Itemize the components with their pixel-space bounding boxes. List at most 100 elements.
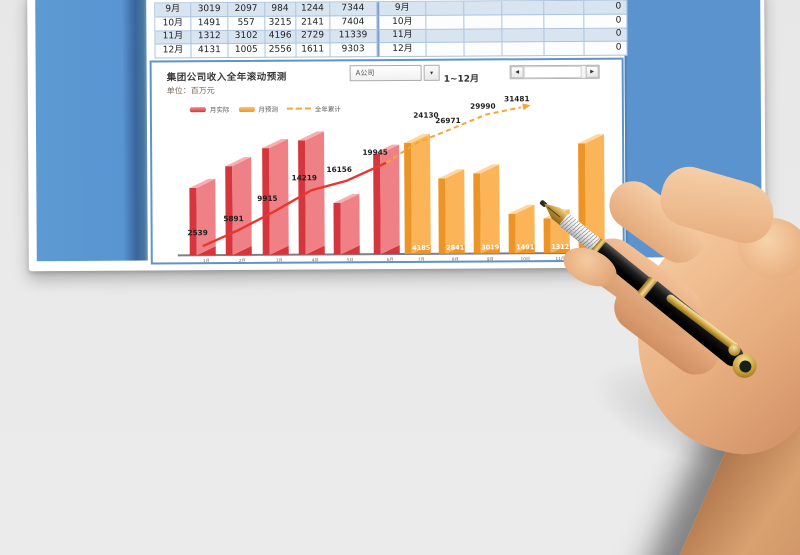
table-cell[interactable] xyxy=(464,15,503,30)
table-cell[interactable] xyxy=(502,1,545,16)
table-cell[interactable] xyxy=(464,42,503,57)
table-cell[interactable]: 9月 xyxy=(376,1,427,16)
legend-item-cumulative: 全年累计 xyxy=(286,103,341,114)
bar-value-label: 1312 xyxy=(551,243,569,251)
company-select-dropdown-button[interactable]: ▾ xyxy=(423,64,440,81)
table-cell[interactable] xyxy=(502,42,545,57)
table-cell[interactable]: 1005 xyxy=(228,44,266,59)
table-cell[interactable]: 0 xyxy=(584,0,628,15)
legend-label-cumulative: 全年累计 xyxy=(314,105,341,114)
table-cell[interactable]: 1491 xyxy=(191,16,229,31)
bar-top xyxy=(508,204,535,214)
x-tick-label: 3月 xyxy=(276,258,283,263)
bar-side xyxy=(333,203,341,255)
table-cell[interactable]: 9303 xyxy=(330,43,378,58)
bar-side xyxy=(373,153,381,255)
table-cell[interactable] xyxy=(464,28,503,43)
table-cell[interactable]: 2141 xyxy=(296,16,331,31)
table-cell[interactable]: 2556 xyxy=(265,43,297,58)
table-cell[interactable]: 1244 xyxy=(295,2,330,17)
table-cell[interactable] xyxy=(464,1,503,16)
cumulative-value-label: 29990 xyxy=(470,102,495,111)
bar-face xyxy=(305,131,325,255)
bar-value-label: 4131 xyxy=(586,243,605,251)
chart-canvas[interactable]: 4185 2841 3019 1491 1312 4131 1月 2月 3月 4月 5月 6月 7月 8月… xyxy=(152,60,623,263)
table-cell[interactable]: 557 xyxy=(228,16,266,31)
chevron-down-icon: ▾ xyxy=(430,69,434,77)
bar-top xyxy=(298,131,325,141)
table-cell[interactable]: 1611 xyxy=(296,43,331,58)
x-tick-label: 2月 xyxy=(239,258,246,263)
table-cell[interactable]: 2097 xyxy=(228,2,266,17)
x-tick-label: 9月 xyxy=(487,256,494,262)
cumulative-value-label: 26971 xyxy=(435,116,460,125)
table-cell[interactable]: 10月 xyxy=(155,17,192,31)
x-tick-label: 4月 xyxy=(312,257,319,262)
table-cell[interactable] xyxy=(426,15,465,30)
cumulative-value-label: 5891 xyxy=(223,214,243,223)
table-cell[interactable]: 984 xyxy=(264,2,297,17)
table-cell[interactable]: 0 xyxy=(584,28,628,43)
bar-top xyxy=(262,139,289,149)
table-cell[interactable] xyxy=(544,0,585,15)
table-cell[interactable]: 12月 xyxy=(377,43,427,58)
table-cell[interactable]: 4196 xyxy=(265,30,297,45)
table-cell[interactable] xyxy=(502,14,545,29)
bar-side xyxy=(404,143,412,254)
table-cell[interactable]: 4131 xyxy=(191,44,229,59)
table-cell[interactable]: 7404 xyxy=(329,15,377,30)
bar-top xyxy=(404,133,431,144)
table-cell[interactable]: 0 xyxy=(584,41,628,56)
table-cell[interactable] xyxy=(426,42,465,57)
bar-face xyxy=(480,164,500,254)
bar-bottom xyxy=(480,244,500,254)
bar-side xyxy=(578,143,586,253)
scrollbar-thumb[interactable] xyxy=(523,65,582,79)
chart-scrollbar[interactable]: ◀ ▶ xyxy=(509,64,600,80)
table-cell[interactable] xyxy=(544,42,585,57)
table-cell[interactable]: 11月 xyxy=(155,30,192,45)
x-tick-label: 11月 xyxy=(556,256,566,262)
cumulative-value-label: 24130 xyxy=(413,111,438,120)
table-cell[interactable]: 7344 xyxy=(329,2,377,17)
table-cell[interactable]: 1312 xyxy=(191,30,229,45)
table-cell[interactable] xyxy=(426,29,465,44)
table-cell[interactable]: 9月 xyxy=(155,3,192,18)
x-tick-label: 5月 xyxy=(347,257,354,262)
table-cell[interactable]: 11月 xyxy=(376,29,427,44)
table-cell[interactable]: 2729 xyxy=(296,29,331,44)
table-cell[interactable]: 11339 xyxy=(330,29,378,44)
bar-bottom xyxy=(380,244,400,255)
scroll-right-button[interactable]: ▶ xyxy=(585,65,599,78)
chart-area[interactable]: 4185 2841 3019 1491 1312 4131 1月 2月 3月 4月 5月 6月 7月 8月… xyxy=(149,57,625,265)
bar-face xyxy=(269,139,289,255)
scroll-left-button[interactable]: ◀ xyxy=(510,66,524,79)
table-cell[interactable] xyxy=(544,28,585,43)
bar-top xyxy=(578,134,605,144)
table-cell[interactable]: 3215 xyxy=(265,16,297,31)
bar-top xyxy=(333,193,360,204)
table-cell[interactable] xyxy=(544,14,585,29)
pen-tail-cap-center xyxy=(736,358,754,375)
bar-bottom xyxy=(445,244,465,254)
bar-face xyxy=(445,169,465,254)
chart-title: 集团公司收入全年滚动预测 xyxy=(166,71,287,84)
table-body: 9月 3019 2097 984 1244 7344 9月 0 10月 1491 557 3215 21… xyxy=(154,0,628,59)
table-cell[interactable]: 0 xyxy=(584,14,628,29)
table-cell[interactable]: 3102 xyxy=(228,30,266,45)
legend-item-actual: 月实际 xyxy=(189,104,229,114)
table-cell[interactable]: 12月 xyxy=(155,44,192,59)
table-cell[interactable] xyxy=(426,1,465,16)
table-cell[interactable]: 3019 xyxy=(191,3,229,18)
bar-top xyxy=(225,157,252,167)
bar-side xyxy=(262,148,270,255)
pen-clip xyxy=(664,293,740,353)
bar-value-label: 1491 xyxy=(516,243,535,251)
bar-side xyxy=(298,140,306,255)
company-select[interactable]: A公司 xyxy=(349,64,422,82)
legend-label-forecast: 月预测 xyxy=(258,105,278,114)
table-cell[interactable]: 10月 xyxy=(376,15,427,30)
bar-top xyxy=(438,169,465,179)
table-cell[interactable] xyxy=(502,28,545,43)
bar-side xyxy=(473,173,481,254)
